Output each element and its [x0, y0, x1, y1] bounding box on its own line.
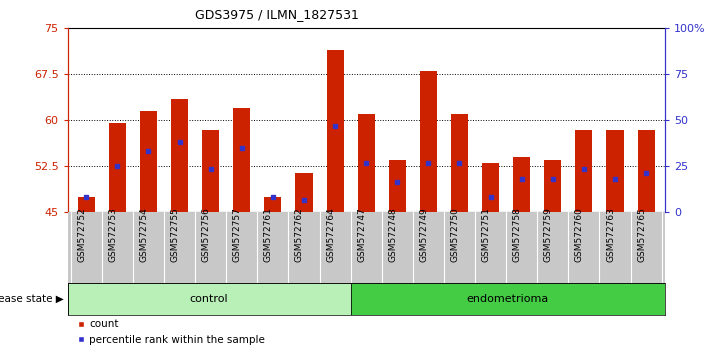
Bar	[68, 283, 351, 315]
Legend: count, percentile rank within the sample: count, percentile rank within the sample	[73, 315, 269, 349]
Bar	[606, 130, 624, 212]
Bar	[326, 50, 343, 212]
Bar	[140, 111, 157, 212]
Bar	[638, 130, 655, 212]
Bar	[544, 160, 562, 212]
Bar	[77, 197, 95, 212]
Bar	[295, 172, 313, 212]
Text: endometrioma: endometrioma	[466, 294, 549, 304]
Bar	[233, 108, 250, 212]
Bar	[419, 71, 437, 212]
Bar	[575, 130, 592, 212]
Bar	[451, 114, 468, 212]
Bar	[389, 160, 406, 212]
Text: GDS3975 / ILMN_1827531: GDS3975 / ILMN_1827531	[195, 8, 358, 21]
Bar	[351, 283, 665, 315]
Bar	[482, 163, 499, 212]
Bar	[109, 124, 126, 212]
Bar	[513, 157, 530, 212]
Bar	[171, 99, 188, 212]
Bar	[264, 197, 282, 212]
Bar	[358, 114, 375, 212]
Text: control: control	[190, 294, 228, 304]
Bar	[202, 130, 219, 212]
Text: disease state ▶: disease state ▶	[0, 294, 64, 304]
